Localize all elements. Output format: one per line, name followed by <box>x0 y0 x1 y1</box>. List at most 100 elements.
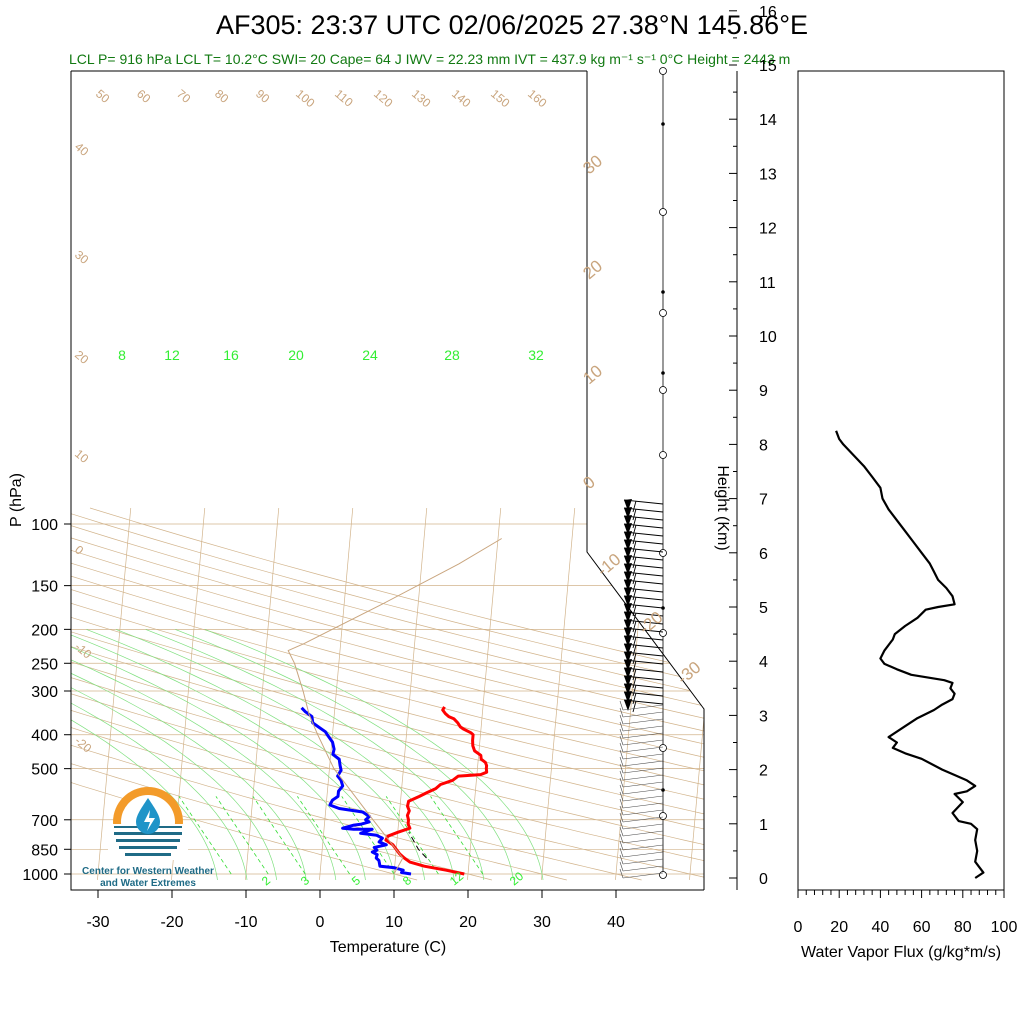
height-tick-label: 8 <box>759 437 768 454</box>
height-tick-label: 14 <box>759 112 777 129</box>
wind-barb-pennant <box>624 667 632 679</box>
y-tick-label: 850 <box>31 842 58 859</box>
height-tick-label: 4 <box>759 654 768 671</box>
wind-barb-feather <box>632 644 637 657</box>
height-tick-label: 0 <box>759 871 768 888</box>
dry-adiabat-label: 120 <box>371 87 396 111</box>
isotherm-label: 0 <box>72 543 86 558</box>
wind-barb-feather <box>632 548 637 561</box>
flux-panel-frame <box>797 70 1005 891</box>
wind-calm-circle <box>659 386 667 394</box>
dry-adiabat-label: 160 <box>525 87 550 111</box>
wind-barb-shaft <box>622 753 664 760</box>
dry-adiabat-label: 80 <box>212 87 231 107</box>
isotherm-line <box>541 507 576 880</box>
y-tick-label: 100 <box>31 517 58 534</box>
dry-adiabat-line <box>71 507 418 881</box>
isotherm-label: -10 <box>593 550 624 580</box>
wind-barb-shaft <box>622 858 664 865</box>
dry-adiabat-line <box>71 507 704 881</box>
x-tick-label: 30 <box>533 914 551 931</box>
wind-barbs <box>619 67 667 879</box>
wind-calm-circle <box>659 744 667 752</box>
wind-barb-feather <box>632 668 637 681</box>
x-tick-label: -10 <box>234 914 257 931</box>
dry-adiabat-label: 130 <box>409 87 434 111</box>
dry-adiabat-line <box>89 507 704 881</box>
wind-barb-feather <box>632 588 637 601</box>
wind-barb-shaft <box>622 725 664 732</box>
wind-barb-feather <box>619 812 624 823</box>
chart-title: AF305: 23:37 UTC 02/06/2025 27.38°N 145.… <box>216 10 808 40</box>
y-axis-label: P (hPa) <box>8 473 25 527</box>
mixing-ratio-line <box>430 796 484 875</box>
wind-barb-pennant <box>624 531 632 543</box>
height-tick-label: 1 <box>759 817 768 834</box>
wind-barb-pennant <box>624 539 632 551</box>
wind-barb-feather <box>619 868 624 879</box>
theta-e-label: 32 <box>528 347 544 363</box>
wind-barb-pennant <box>624 587 632 599</box>
wind-barb-feather <box>619 756 624 767</box>
wind-calm-circle <box>659 451 667 459</box>
wind-barb-pennant <box>624 595 632 607</box>
dry-adiabat-label: 100 <box>293 87 318 111</box>
skewt-left-bottom-border <box>70 71 704 891</box>
isotherm-line <box>763 508 796 880</box>
y-tick-label: 200 <box>31 622 58 639</box>
wind-barb-feather <box>619 763 624 774</box>
cw3e-logo-icon <box>108 787 188 860</box>
wind-barb-feather <box>632 532 637 545</box>
wind-barb-pennant <box>624 579 632 591</box>
moist-adiabat-line <box>71 629 366 881</box>
isotherm-label: 20 <box>72 348 91 368</box>
wind-barb-shaft <box>622 823 664 830</box>
wind-barb-feather <box>619 847 624 858</box>
wind-dot <box>661 371 665 375</box>
flux-x-tick-label: 0 <box>794 919 803 936</box>
isotherm-label: -30 <box>673 658 704 688</box>
wind-dot <box>661 290 665 294</box>
height-tick-label: 9 <box>759 383 768 400</box>
x-axis-label: Temperature (C) <box>330 939 446 956</box>
height-axis-label: Height (Km) <box>714 465 731 550</box>
dry-adiabat-line <box>71 507 704 881</box>
y-tick-label: 700 <box>31 813 58 830</box>
dry-adiabat-line <box>71 507 704 881</box>
dry-adiabat-line <box>71 507 567 881</box>
wind-barb-pennant <box>624 499 632 511</box>
isotherm-line <box>689 507 704 880</box>
isotherm-label: 0 <box>579 472 598 493</box>
isotherm-line <box>97 507 132 880</box>
y-tick-label: 500 <box>31 762 58 779</box>
wind-barb-pennant <box>624 659 632 671</box>
isotherm-line <box>467 507 502 880</box>
dry-adiabat-line <box>71 507 642 881</box>
isotherm-line <box>245 507 280 880</box>
wind-barb-feather <box>632 660 637 673</box>
flux-x-axis-label: Water Vapor Flux (g/kg*m/s) <box>801 944 1001 961</box>
cw3e-logo-text: Center for Western Weather and Water Ext… <box>58 866 238 890</box>
wind-barb-shaft <box>622 746 664 753</box>
isotherm-label: 10 <box>579 361 606 388</box>
x-tick-label: 40 <box>607 914 625 931</box>
wind-barb-feather <box>619 777 624 788</box>
wind-barb-feather <box>632 684 637 697</box>
height-tick-label: 5 <box>759 600 768 617</box>
series-temperature-line <box>384 706 489 876</box>
isotherm-label: 30 <box>72 248 91 268</box>
wind-barb-pennant <box>624 571 632 583</box>
moist-adiabat-line <box>86 629 425 881</box>
isotherm-label: 10 <box>72 447 91 467</box>
y-tick-label: 250 <box>31 656 58 673</box>
wind-barb-pennant <box>624 555 632 567</box>
moist-adiabat-line <box>145 629 485 881</box>
y-tick-label: 300 <box>31 684 58 701</box>
dry-adiabat-line <box>71 507 704 881</box>
moist-adiabat-line <box>71 629 307 881</box>
height-tick-label: 10 <box>759 329 777 346</box>
wind-barb-pennant <box>624 643 632 655</box>
height-tick-label: 6 <box>759 546 768 563</box>
wind-barb-feather <box>632 636 637 649</box>
wind-barb-shaft <box>622 865 664 872</box>
